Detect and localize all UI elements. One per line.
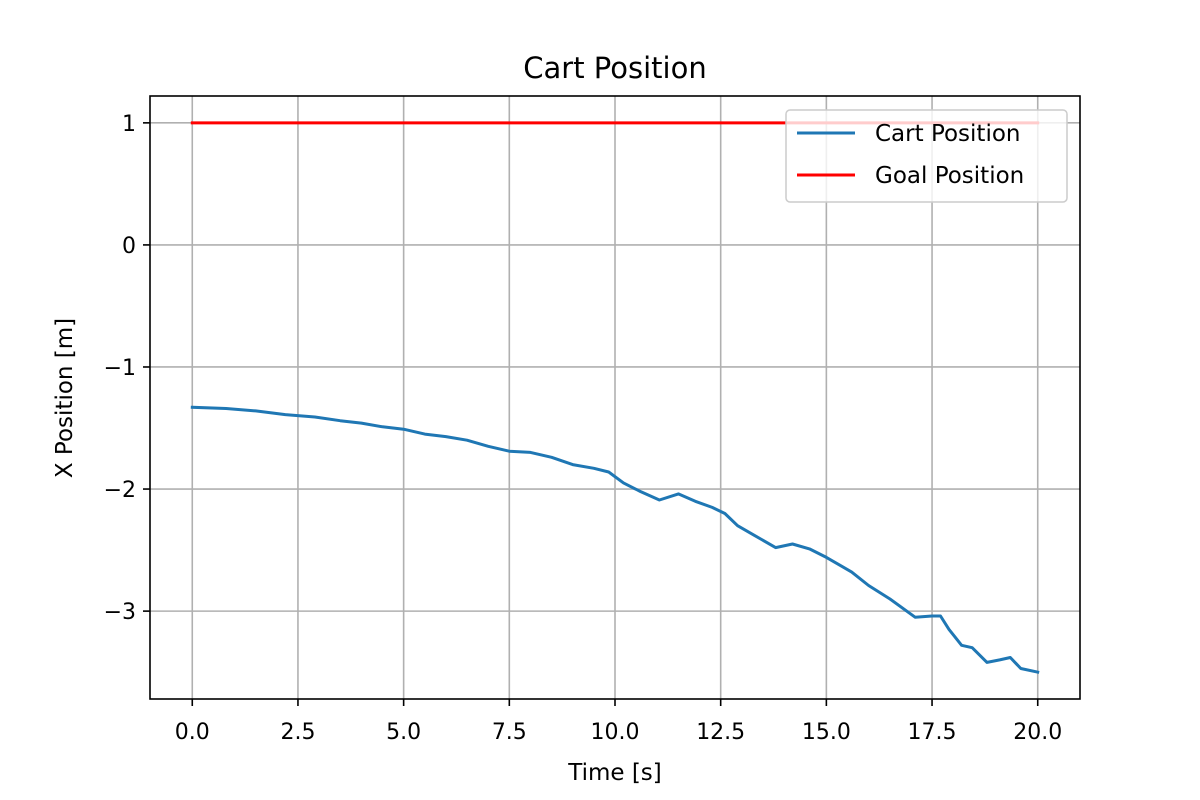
x-tick-label: 0.0 — [175, 720, 210, 745]
x-tick-label: 12.5 — [696, 720, 745, 745]
legend-box — [785, 109, 1068, 203]
y-tick-label: 0 — [122, 234, 136, 259]
legend-label-goal-position: Goal Position — [875, 163, 1024, 189]
legend-label-cart-position: Cart Position — [875, 121, 1021, 147]
x-tick-label: 5.0 — [386, 720, 421, 745]
y-tick-label: −1 — [104, 356, 136, 381]
chart-title: Cart Position — [523, 51, 706, 85]
x-tick-label: 2.5 — [280, 720, 315, 745]
x-tick-label: 7.5 — [492, 720, 527, 745]
x-axis-label: Time [s] — [567, 760, 662, 786]
x-tick-label: 10.0 — [591, 720, 640, 745]
x-tick-label: 17.5 — [908, 720, 957, 745]
y-axis-label: X Position [m] — [52, 318, 78, 478]
x-tick-label: 15.0 — [802, 720, 851, 745]
y-tick-label: −3 — [104, 600, 136, 625]
legend: Cart Position Goal Position — [785, 109, 1068, 203]
y-tick-label: 1 — [122, 112, 136, 137]
y-tick-label: −2 — [104, 478, 136, 503]
x-tick-label: 20.0 — [1013, 720, 1062, 745]
ticks: 0.0 2.5 5.0 7.5 10.0 12.5 15.0 17.5 20.0 1 0 −1 −2 −3 — [104, 112, 1063, 745]
series-line-cart-position — [190, 405, 1040, 674]
